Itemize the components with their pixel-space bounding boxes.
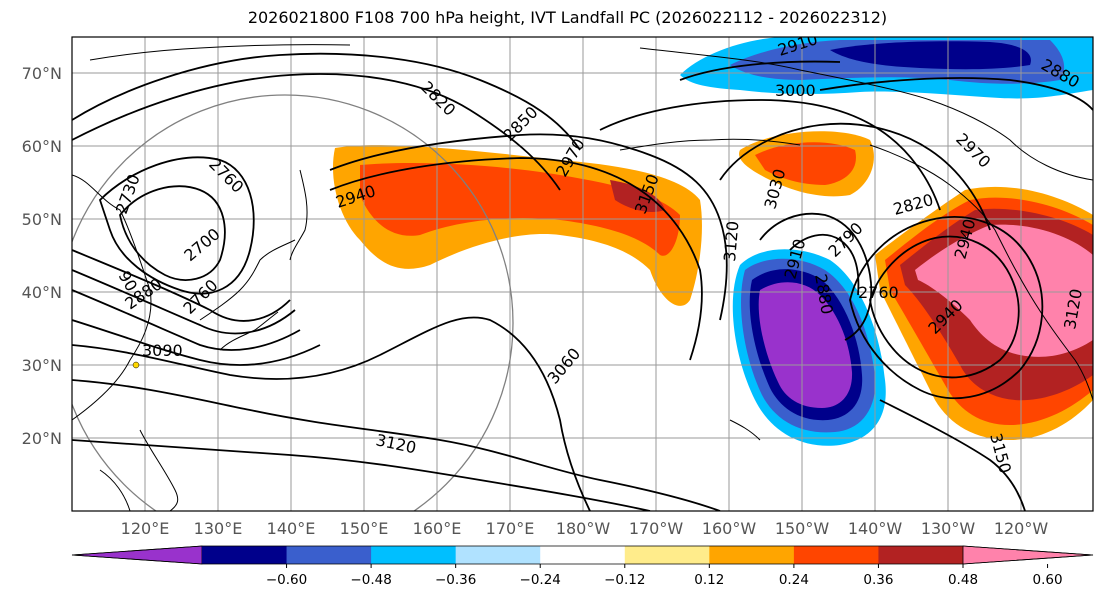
ivt-negative-center (732, 249, 886, 446)
lat-label: 40°N (22, 283, 62, 302)
colorbar-border (71, 545, 1094, 565)
latitude-labels: 70°N 60°N 50°N 40°N 30°N 20°N (22, 64, 62, 448)
colorbar-tick-label: −0.24 (520, 572, 561, 588)
svg-text:3120: 3120 (720, 220, 742, 262)
lat-label: 30°N (22, 356, 62, 375)
colorbar-segment (71, 545, 203, 565)
colorbar-segment (371, 546, 457, 564)
map-content: 2910 2940 2880 3000 2820 2850 2970 2760 … (72, 37, 1093, 511)
colorbar-segment (202, 546, 288, 564)
colorbar-tick-label: −0.12 (604, 572, 645, 588)
location-marker (132, 361, 140, 369)
lon-label: 150°W (775, 519, 830, 538)
svg-text:2760: 2760 (858, 283, 899, 302)
svg-text:3000: 3000 (775, 81, 816, 100)
coastlines (72, 44, 1093, 511)
lat-label: 60°N (22, 137, 62, 156)
lon-label: 170°E (486, 519, 535, 538)
colorbar-tick-label: 0.48 (948, 572, 978, 588)
colorbar-segment (286, 546, 372, 564)
map-frame (71, 36, 1094, 512)
colorbar-segment (962, 545, 1094, 565)
lon-label: 120°W (994, 519, 1049, 538)
colorbar-segment (624, 546, 710, 564)
lon-label: 140°W (848, 519, 903, 538)
lat-label: 50°N (22, 210, 62, 229)
lat-label: 20°N (22, 429, 62, 448)
colorbar: −0.60 −0.48 −0.36 −0.24 −0.12 0.12 0.24 0.36 0.4… (71, 545, 1094, 588)
colorbar-tick-label: 0.24 (779, 572, 809, 588)
colorbar-tick-label: −0.36 (435, 572, 476, 588)
map-title: 2026021800 F108 700 hPa height, IVT Land… (247, 8, 888, 27)
lon-label: 160°E (413, 519, 462, 538)
colorbar-tick-label: −0.60 (266, 572, 307, 588)
region-circle (72, 94, 514, 511)
longitude-labels: 120°E 130°E 140°E 150°E 160°E 170°E 180°… (121, 519, 1049, 538)
lon-label: 180°W (556, 519, 611, 538)
lon-label: 140°E (267, 519, 316, 538)
lon-label: 150°E (340, 519, 389, 538)
colorbar-segment (793, 546, 879, 564)
colorbar-tick-label: −0.48 (350, 572, 391, 588)
colorbar-tick-label: 0.12 (694, 572, 724, 588)
lon-label: 170°W (629, 519, 684, 538)
svg-text:3090: 3090 (142, 341, 183, 360)
height-contours (72, 52, 1093, 511)
lon-label: 160°W (702, 519, 757, 538)
colorbar-segment (878, 546, 964, 564)
colorbar-segment (455, 546, 541, 564)
lon-label: 120°E (121, 519, 170, 538)
colorbar-segment (540, 546, 626, 564)
colorbar-tick-label: 0.60 (1033, 572, 1063, 588)
lat-label: 70°N (22, 64, 62, 83)
lon-label: 130°W (921, 519, 976, 538)
lon-label: 130°E (194, 519, 243, 538)
ivt-negative-north (680, 37, 1093, 99)
colorbar-tick-label: 0.36 (863, 572, 893, 588)
ivt-positive-band (332, 131, 874, 306)
colorbar-segment (709, 546, 795, 564)
